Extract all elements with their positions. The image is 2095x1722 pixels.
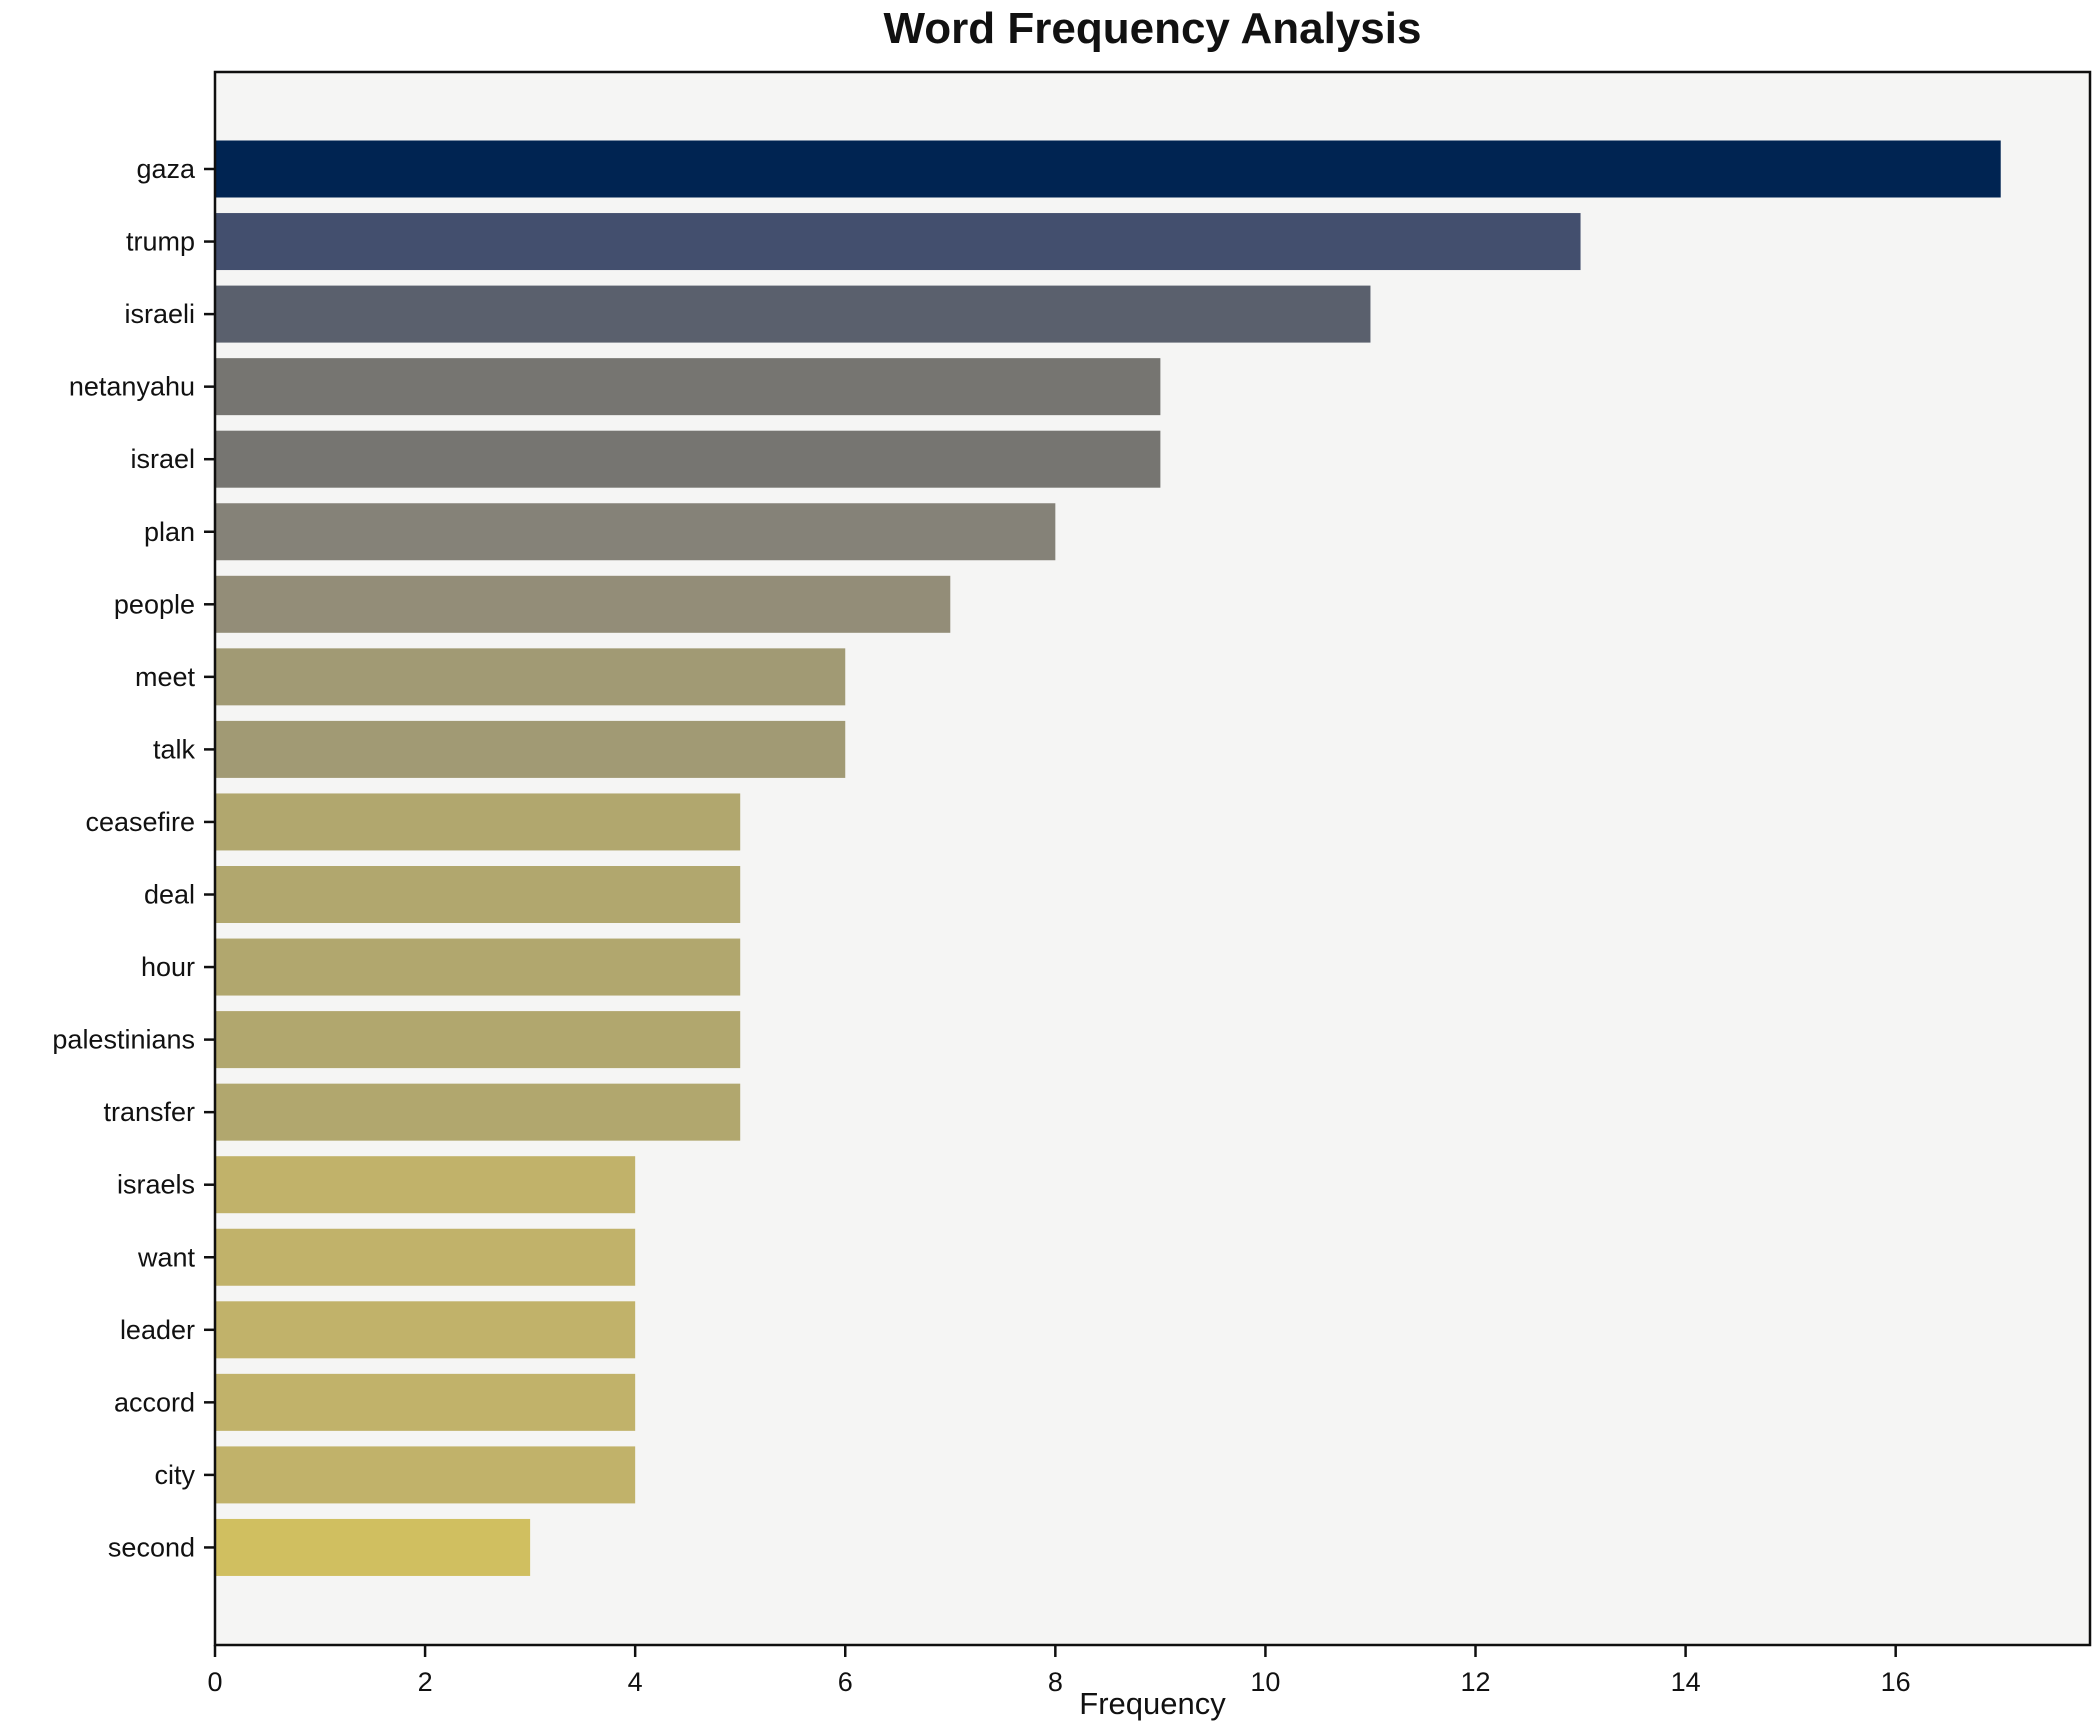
bar-second [215, 1518, 531, 1576]
category-label-netanyahu: netanyahu [69, 372, 195, 402]
chart-title: Word Frequency Analysis [883, 4, 1422, 53]
category-label-deal: deal [144, 880, 195, 910]
category-label-plan: plan [144, 517, 195, 547]
category-label-city: city [155, 1460, 196, 1490]
bar-hour [215, 938, 741, 996]
category-label-palestinians: palestinians [52, 1025, 195, 1055]
category-label-leader: leader [120, 1315, 195, 1345]
bar-city [215, 1446, 636, 1504]
bar-ceasefire [215, 793, 741, 851]
x-tick-label: 10 [1250, 1667, 1280, 1697]
x-tick-label: 8 [1048, 1667, 1063, 1697]
bar-trump [215, 213, 1581, 271]
category-label-accord: accord [114, 1387, 195, 1417]
x-tick-label: 2 [418, 1667, 433, 1697]
category-label-trump: trump [126, 227, 195, 257]
bar-gaza [215, 140, 2001, 198]
bar-leader [215, 1301, 636, 1359]
category-label-hour: hour [141, 952, 195, 982]
bar-meet [215, 648, 846, 706]
category-label-ceasefire: ceasefire [85, 807, 195, 837]
plot-frame [213, 70, 2092, 1647]
x-tick-label: 4 [628, 1667, 643, 1697]
bar-accord [215, 1373, 636, 1431]
category-label-people: people [114, 589, 195, 619]
category-label-gaza: gaza [136, 154, 196, 184]
category-label-meet: meet [135, 662, 196, 692]
category-label-israel: israel [130, 444, 195, 474]
bar-transfer [215, 1083, 741, 1141]
bar-deal [215, 866, 741, 923]
x-tick-label: 16 [1881, 1667, 1911, 1697]
bar-israel [215, 430, 1161, 488]
x-tick-label: 0 [207, 1667, 222, 1697]
x-axis-label: Frequency [1079, 1686, 1226, 1721]
category-label-want: want [137, 1242, 196, 1272]
category-label-second: second [108, 1532, 195, 1562]
bar-talk [215, 720, 846, 778]
category-label-israels: israels [117, 1170, 195, 1200]
bar-israels [215, 1156, 636, 1214]
bar-people [215, 575, 951, 633]
bar-want [215, 1228, 636, 1286]
x-tick-label: 12 [1460, 1667, 1490, 1697]
x-tick-label: 6 [838, 1667, 853, 1697]
bar-palestinians [215, 1011, 741, 1069]
bar-netanyahu [215, 358, 1161, 416]
category-label-israeli: israeli [124, 299, 195, 329]
category-label-talk: talk [153, 734, 196, 764]
x-tick-label: 14 [1671, 1667, 1701, 1697]
category-label-transfer: transfer [103, 1097, 195, 1127]
bar-plan [215, 503, 1056, 561]
bar-israeli [215, 285, 1371, 343]
